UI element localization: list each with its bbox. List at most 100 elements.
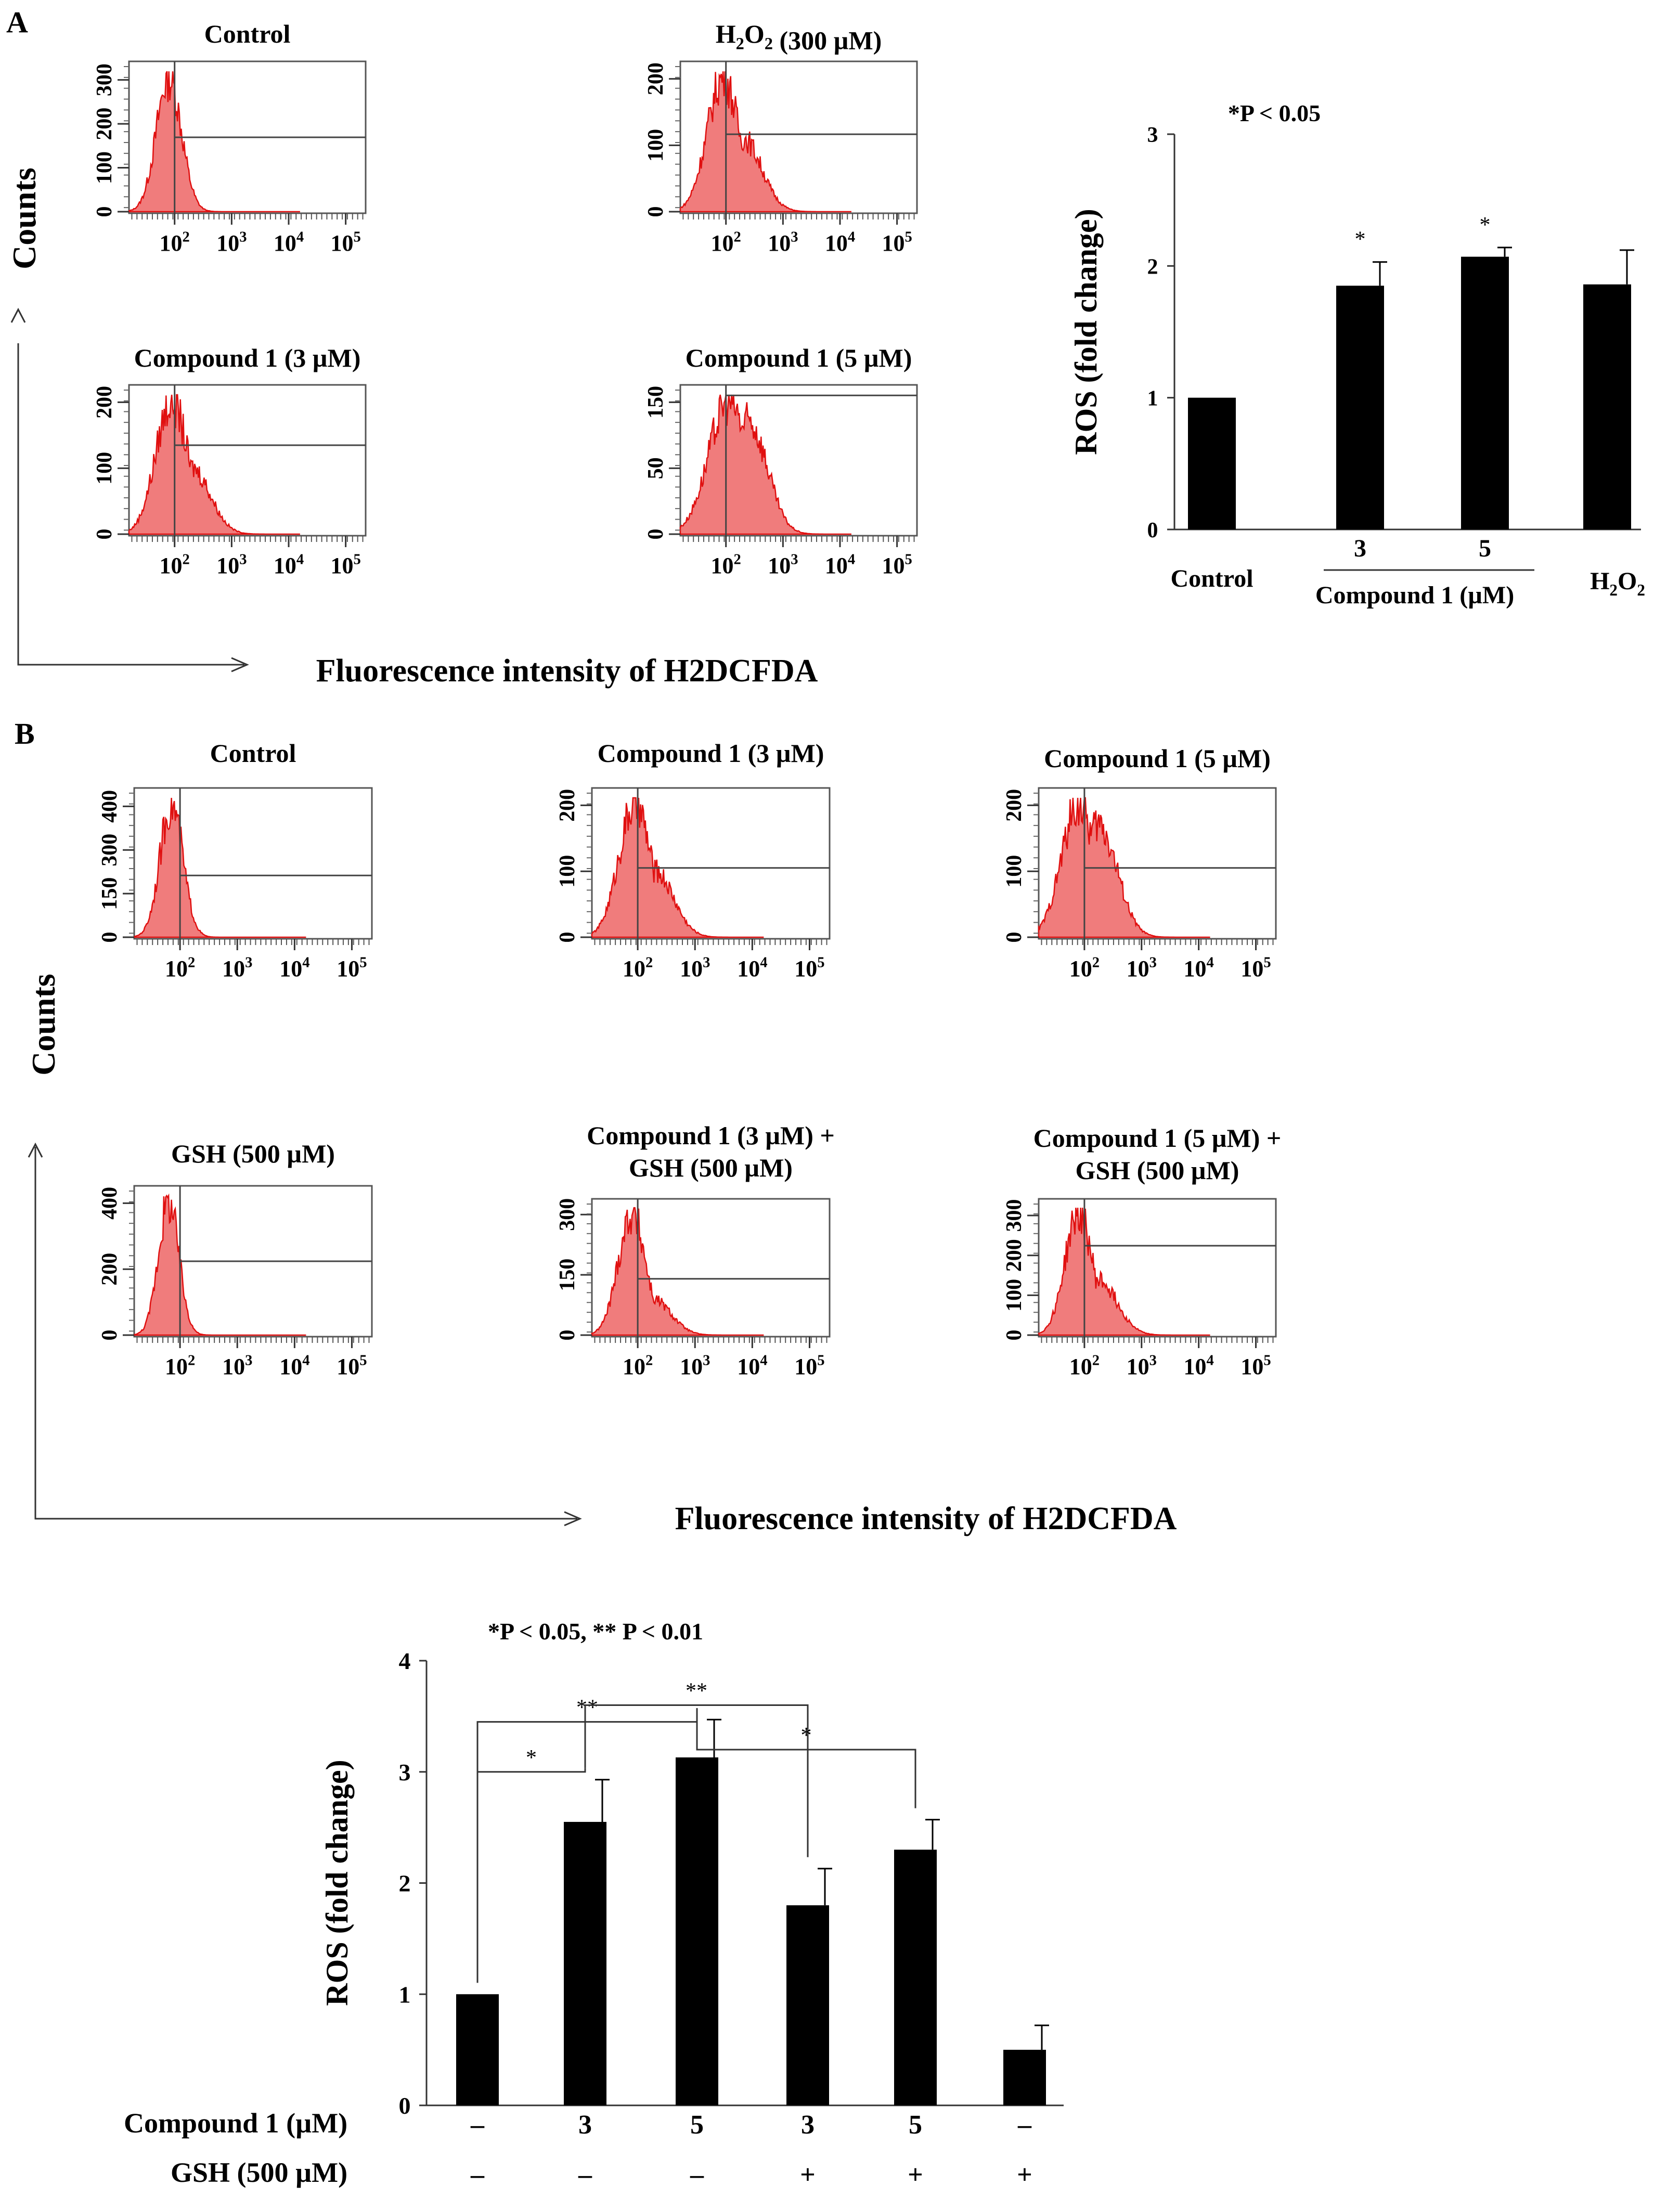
- histogram-subtitle: GSH (500 µM): [629, 1153, 793, 1182]
- histogram-1: Control 102 103 104 105 0 100 200 300: [93, 19, 367, 256]
- x-tick-label: 103: [680, 1352, 710, 1379]
- y-tick-label: 400: [98, 1187, 122, 1220]
- histogram-distribution: [1038, 797, 1210, 938]
- panel-label-b: B: [15, 717, 35, 751]
- chart-a-bar: [1583, 284, 1631, 529]
- histogram-title: Compound 1 (3 µM) +: [587, 1121, 835, 1150]
- chart-b-compound-value: 5: [690, 2110, 704, 2140]
- chart-b-ylabel: ROS (fold change): [320, 1760, 354, 2006]
- y-tick-label: 200: [1002, 1239, 1026, 1272]
- x-tick-label: 104: [274, 229, 304, 256]
- histogram-frame: [679, 384, 918, 537]
- x-tick-label: 105: [1240, 954, 1271, 981]
- chart-b-y-tick-label: 4: [399, 1648, 411, 1674]
- histogram-distribution: [133, 1193, 306, 1336]
- x-tick-label: 104: [825, 551, 855, 578]
- arrowhead-right-b: [564, 1511, 582, 1527]
- y-tick-label: 200: [98, 1253, 122, 1286]
- x-tick-label: 105: [337, 954, 367, 981]
- histogram-distribution: [679, 71, 851, 213]
- y-tick-label: 0: [98, 1330, 122, 1341]
- histogram-subtitle: GSH (500 µM): [1076, 1156, 1239, 1185]
- y-tick-label: 200: [93, 108, 117, 140]
- y-tick-label: 300: [98, 834, 122, 866]
- chart-b-compound-value: –: [470, 2110, 485, 2140]
- x-tick-label: 102: [1069, 954, 1100, 981]
- x-tick-label: 102: [711, 551, 741, 578]
- chart-a-category-label: 3: [1354, 535, 1366, 562]
- chart-b-y-tick-label: 1: [399, 1981, 411, 2008]
- chart-b-gsh-value: +: [1017, 2160, 1032, 2190]
- axis-arrow-b: [34, 1147, 577, 1520]
- chart-b-comparison-label: **: [576, 1696, 598, 1720]
- histogram-title: Compound 1 (5 µM): [1044, 744, 1271, 773]
- y-tick-label: 100: [1002, 855, 1026, 888]
- histogram-7: Compound 1 (5 µM) 102 103 104 105 0 100 200: [1002, 744, 1277, 981]
- x-tick-label: 102: [165, 954, 195, 981]
- chart-b-row-label-gsh: GSH (500 µM): [171, 2157, 347, 2188]
- y-tick-label: 200: [1002, 789, 1026, 822]
- histogram-frame: [128, 384, 367, 537]
- chart-b-bar: [1003, 2050, 1046, 2105]
- histogram-distribution: [591, 1207, 764, 1336]
- x-tick-label: 104: [279, 1352, 309, 1379]
- histogram-title: H2O2 (300 µM): [716, 19, 882, 55]
- x-tick-label: 103: [216, 551, 247, 578]
- bar-chart-a: *P < 0.05 0 1 2 3 ROS (fold change) * * Control 3…: [1069, 100, 1645, 609]
- histogram-title: Compound 1 (3 µM): [598, 739, 824, 768]
- x-tick-label: 105: [330, 551, 360, 578]
- chart-a-ylabel: ROS (fold change): [1069, 209, 1103, 455]
- x-tick-label: 102: [160, 551, 190, 578]
- histogram-title: Compound 1 (5 µM) +: [1033, 1123, 1282, 1153]
- x-tick-label: 103: [768, 551, 798, 578]
- y-tick-label: 150: [98, 877, 122, 910]
- chart-b-bar: [786, 1905, 829, 2105]
- histogram-frame: [1038, 787, 1277, 940]
- y-tick-label: 0: [1002, 932, 1026, 943]
- arrowhead-up-a: [10, 307, 26, 323]
- y-tick-label: 200: [644, 62, 668, 95]
- histogram-distribution: [679, 394, 851, 535]
- x-tick-label: 104: [737, 954, 767, 981]
- chart-b-gsh-value: –: [470, 2160, 485, 2190]
- chart-a-y-tick-label: 0: [1147, 519, 1158, 542]
- y-tick-label: 200: [93, 386, 117, 419]
- x-tick-label: 103: [222, 1352, 252, 1379]
- histogram-9: Compound 1 (3 µM) + GSH (500 µM) 102 103 104…: [555, 1121, 835, 1379]
- chart-a-y-tick-label: 2: [1147, 255, 1158, 279]
- chart-b-compound-value: 3: [801, 2110, 815, 2140]
- x-tick-label: 104: [279, 954, 309, 981]
- histogram-5: Control 102 103 104 105 0 150 300 400: [98, 739, 373, 981]
- histogram-2: H2O2 (300 µM) 102 103 104 105 0 100 200: [644, 19, 918, 256]
- y-tick-label: 0: [98, 932, 122, 943]
- chart-b-y-tick-label: 2: [399, 1870, 411, 1897]
- y-tick-label: 100: [644, 129, 668, 162]
- chart-a-category-label: 5: [1479, 535, 1491, 562]
- chart-b-row-label-compound: Compound 1 (µM): [124, 2107, 347, 2139]
- x-tick-label: 103: [768, 229, 798, 256]
- x-tick-label: 102: [160, 229, 190, 256]
- y-tick-label: 100: [93, 452, 117, 485]
- histogram-frame: [1038, 1198, 1277, 1338]
- chart-a-bar: [1188, 397, 1236, 529]
- chart-b-comparison-bracket: [584, 1704, 809, 1857]
- x-tick-label: 104: [1184, 1352, 1214, 1379]
- x-tick-label: 104: [737, 1352, 767, 1379]
- chart-b-comparison-label: *: [801, 1724, 812, 1748]
- histogram-8: GSH (500 µM) 102 103 104 105 0 200 400: [98, 1139, 373, 1379]
- chart-b-compound-value: 5: [909, 2110, 922, 2140]
- chart-a-category-label: H2O2: [1590, 567, 1645, 599]
- chart-b-comparison-label: **: [686, 1679, 707, 1703]
- x-tick-label: 103: [680, 954, 710, 981]
- histogram-frame: [591, 1198, 831, 1338]
- chart-b-compound-value: –: [1017, 2110, 1032, 2140]
- chart-b-comparison-bracket: [696, 1708, 916, 1808]
- chart-b-gsh-value: –: [690, 2160, 704, 2190]
- histogram-frame: [591, 787, 831, 940]
- y-tick-label: 0: [555, 932, 579, 943]
- fluorescence-label-b: Fluorescence intensity of H2DCFDA: [675, 1501, 1177, 1536]
- histogram-frame: [679, 60, 918, 214]
- y-tick-label: 50: [644, 457, 668, 479]
- y-tick-label: 150: [644, 386, 668, 419]
- axis-arrow-a: [17, 343, 244, 666]
